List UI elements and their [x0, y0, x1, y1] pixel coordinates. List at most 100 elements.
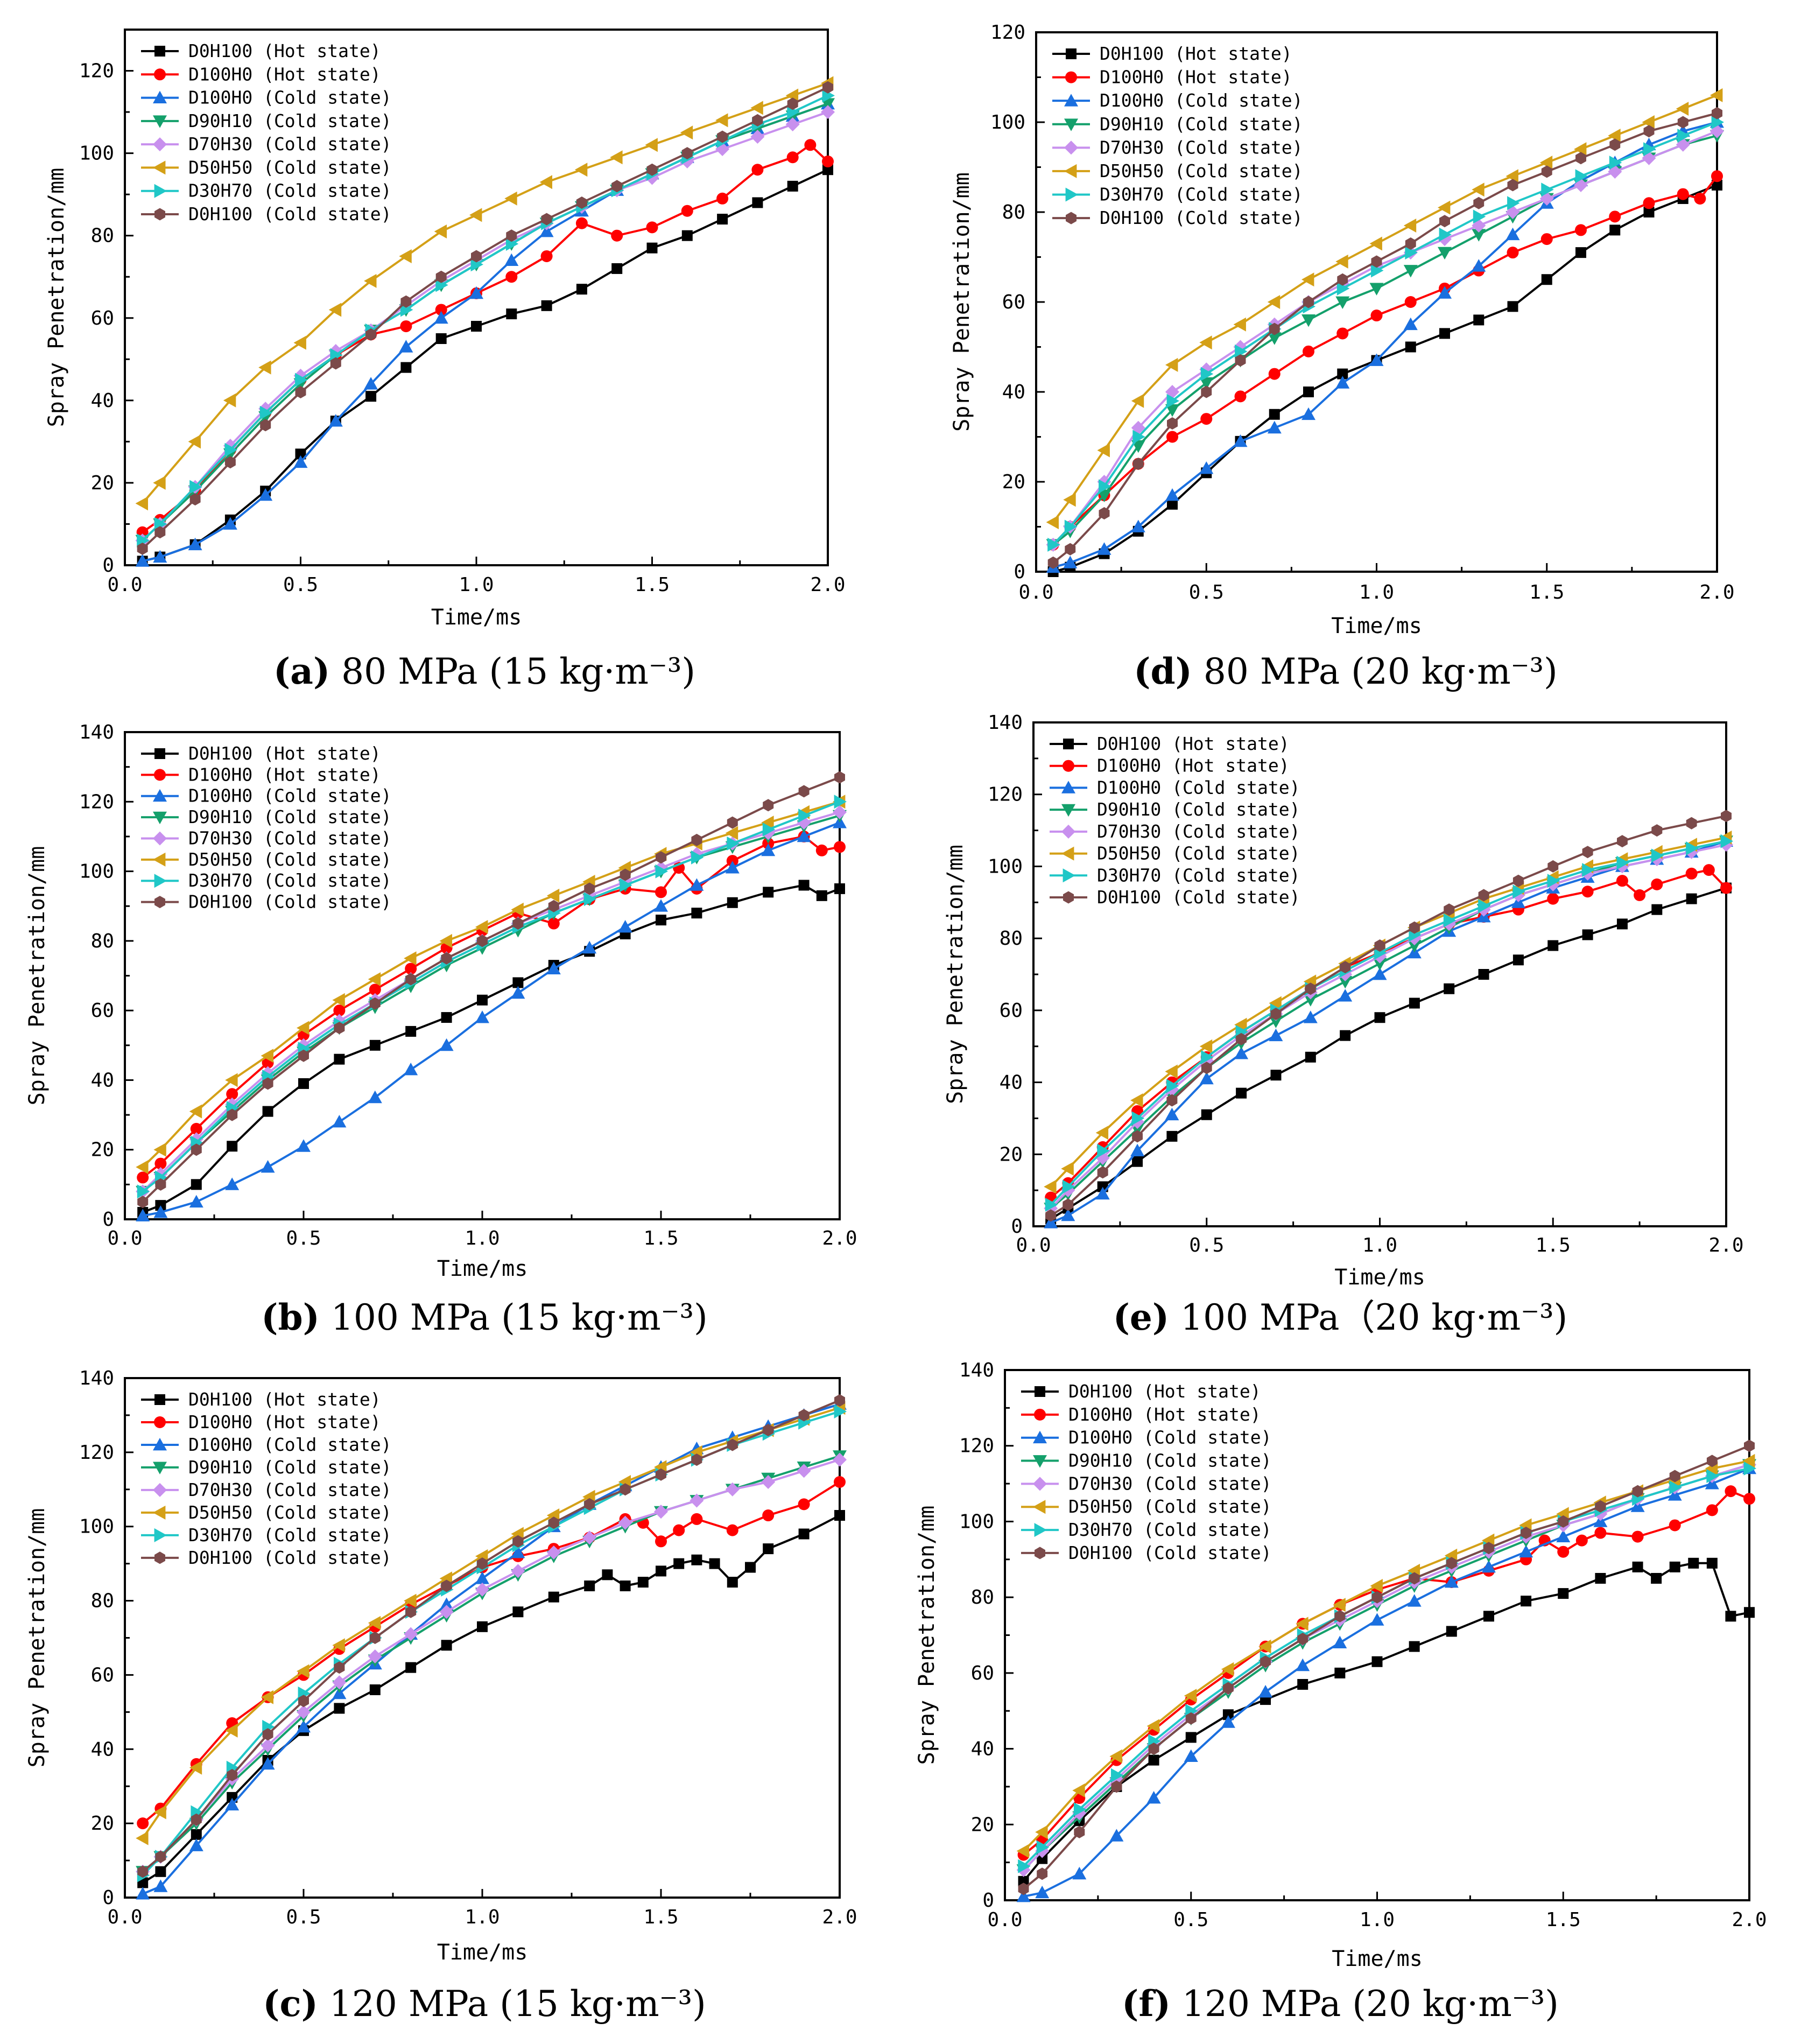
y-tick-label: 0	[102, 1209, 114, 1231]
series-d100h0-hot-state-	[1045, 864, 1732, 1204]
y-tick-label: 60	[91, 307, 114, 329]
data-point	[1037, 1867, 1048, 1880]
data-point	[1301, 314, 1315, 327]
data-point	[135, 554, 150, 567]
data-point	[1688, 1557, 1699, 1569]
data-point	[1631, 1530, 1644, 1543]
data-point	[1512, 954, 1524, 966]
legend-label: D50H50 (Cold state)	[1100, 160, 1303, 181]
data-point	[1267, 295, 1281, 309]
legend-marker	[1065, 71, 1077, 83]
data-point	[834, 1404, 847, 1418]
x-tick-label: 0.5	[286, 1227, 321, 1249]
x-tick-label: 0.0	[1018, 581, 1053, 603]
data-point	[153, 1205, 168, 1218]
legend-label: D90H10 (Cold state)	[1068, 1450, 1272, 1471]
data-point	[223, 393, 236, 408]
y-tick-label: 100	[79, 1516, 114, 1538]
data-point	[750, 101, 763, 115]
data-point	[506, 308, 517, 320]
data-point	[1097, 1166, 1108, 1179]
data-point	[1267, 420, 1282, 434]
data-point	[646, 163, 658, 176]
data-point	[155, 1850, 166, 1863]
data-point	[727, 1577, 738, 1588]
legend-marker	[154, 208, 165, 221]
data-point	[1403, 265, 1418, 278]
data-point	[822, 164, 833, 175]
series-d0h100-hot-state-	[137, 164, 833, 567]
x-tick-label: 1.0	[465, 1906, 499, 1928]
caption-text: 80 MPa (15 kg·m⁻³)	[330, 651, 695, 692]
y-tick-label: 20	[1002, 471, 1025, 493]
data-point	[821, 105, 835, 120]
y-tick-label: 80	[1000, 928, 1023, 950]
series-d0h100-cold-state-	[137, 81, 833, 555]
legend-label: D0H100 (Hot state)	[1100, 43, 1292, 64]
legend: D0H100 (Hot state) D100H0 (Hot state)D100…	[141, 40, 392, 224]
y-tick-label: 0	[1014, 561, 1025, 583]
data-point	[656, 915, 666, 926]
data-point	[1651, 848, 1664, 863]
data-point	[815, 844, 828, 856]
data-point	[439, 1038, 454, 1051]
data-point	[1335, 296, 1350, 309]
data-point	[224, 456, 236, 469]
legend-label: D30H70 (Cold state)	[1100, 184, 1303, 205]
data-point	[1473, 209, 1486, 224]
legend-marker	[1034, 1408, 1046, 1421]
data-point	[136, 1887, 150, 1900]
data-point	[1337, 368, 1348, 380]
data-point	[227, 1769, 238, 1781]
data-point	[681, 205, 693, 217]
data-point	[1574, 142, 1587, 157]
data-point	[504, 191, 517, 206]
x-tick-label: 0.5	[286, 1906, 321, 1928]
series-d0h100-hot-state-	[1018, 1557, 1755, 1887]
data-point	[1045, 1209, 1057, 1222]
data-point	[726, 1524, 738, 1536]
data-point	[189, 1838, 203, 1851]
data-point	[225, 1177, 240, 1190]
legend-label: D0H100 (Cold state)	[1100, 207, 1303, 228]
data-point	[717, 214, 728, 225]
data-point	[834, 771, 845, 784]
data-point	[1617, 835, 1628, 848]
data-point	[1064, 519, 1078, 534]
legend-label: D70H30 (Cold state)	[1068, 1473, 1272, 1494]
series-line	[142, 168, 828, 563]
series-d0h100-hot-state-	[1045, 882, 1732, 1225]
data-point	[1297, 1678, 1308, 1690]
data-point	[1483, 1611, 1494, 1622]
x-tick-label: 1.5	[643, 1906, 678, 1928]
data-point	[137, 1817, 149, 1830]
data-point	[154, 1157, 167, 1170]
y-axis-label: Spray Penetration/mm	[25, 1508, 50, 1768]
data-point	[334, 1661, 345, 1674]
data-point	[798, 1498, 810, 1511]
legend-label: D0H100 (Hot state)	[1097, 733, 1290, 754]
data-point	[1677, 129, 1690, 143]
data-point	[1651, 904, 1663, 915]
data-point	[620, 868, 631, 881]
series-line	[142, 1514, 840, 1884]
legend-marker	[154, 1416, 166, 1428]
data-point	[512, 1535, 524, 1548]
y-tick-label: 100	[990, 111, 1025, 134]
data-point	[1236, 1087, 1247, 1099]
y-tick-label: 120	[79, 60, 114, 82]
data-point	[1694, 192, 1706, 205]
data-point	[1269, 409, 1280, 420]
plot-frame	[124, 1377, 841, 1899]
data-point	[745, 1562, 756, 1573]
x-tick-label: 0.0	[107, 574, 142, 596]
data-point	[610, 150, 623, 165]
data-point	[611, 263, 623, 274]
data-point	[1686, 817, 1697, 830]
data-point	[405, 1662, 417, 1673]
data-point	[691, 1453, 702, 1466]
legend-label: D90H10 (Cold state)	[188, 1457, 392, 1478]
data-point	[1132, 1156, 1143, 1167]
y-tick-label: 100	[79, 861, 114, 883]
